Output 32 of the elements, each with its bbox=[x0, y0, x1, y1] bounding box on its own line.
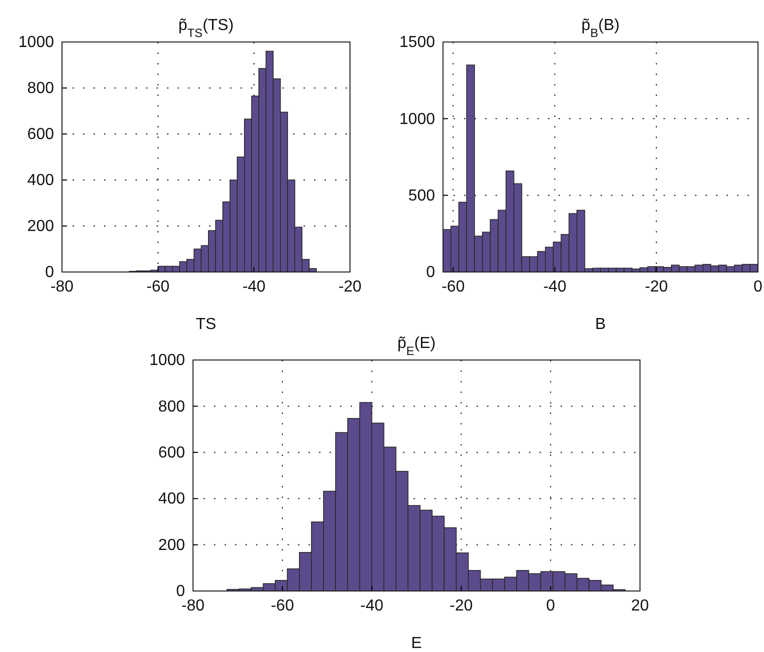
y-tick-label: 1000 bbox=[18, 34, 54, 52]
x-tick-label: -60 bbox=[270, 597, 294, 614]
x-tick-label: -20 bbox=[450, 597, 473, 614]
y-tick-label: 1500 bbox=[399, 34, 436, 52]
chart-title: p̃$_{E}$(E) bbox=[397, 335, 436, 358]
x-axis-title: E bbox=[411, 635, 422, 652]
x-tick-label: 0 bbox=[754, 278, 763, 296]
x-tick-label: -60 bbox=[442, 278, 465, 296]
x-tick-label: -40 bbox=[242, 278, 266, 296]
x-axis-title: TS bbox=[196, 316, 216, 333]
x-tick-label: -40 bbox=[360, 597, 384, 614]
y-tick-label: 500 bbox=[408, 187, 436, 204]
x-tick-label: 20 bbox=[631, 597, 649, 614]
y-tick-label: 800 bbox=[158, 398, 186, 416]
y-tick-label: 600 bbox=[158, 444, 186, 462]
y-tick-label: 800 bbox=[27, 80, 54, 98]
y-tick-label: 400 bbox=[158, 490, 186, 508]
x-tick-label: 0 bbox=[546, 597, 556, 614]
x-tick-label: -20 bbox=[338, 278, 362, 296]
chart-title: p̃$_{TS}$(TS) bbox=[178, 17, 234, 40]
y-tick-label: 400 bbox=[27, 172, 54, 190]
y-tick-label: 600 bbox=[27, 126, 54, 144]
x-tick-label: -40 bbox=[543, 278, 566, 296]
y-tick-label: 1000 bbox=[149, 352, 186, 370]
y-tick-label: 1000 bbox=[399, 110, 436, 128]
chart-title: p̃$_{B}$(B) bbox=[581, 17, 620, 40]
x-tick-label: -60 bbox=[146, 278, 170, 296]
y-tick-label: 200 bbox=[27, 218, 54, 236]
x-tick-label: -20 bbox=[644, 278, 668, 296]
y-tick-label: 200 bbox=[158, 536, 186, 554]
x-axis-title: B bbox=[595, 316, 606, 333]
y-tick-label: 0 bbox=[426, 264, 436, 282]
